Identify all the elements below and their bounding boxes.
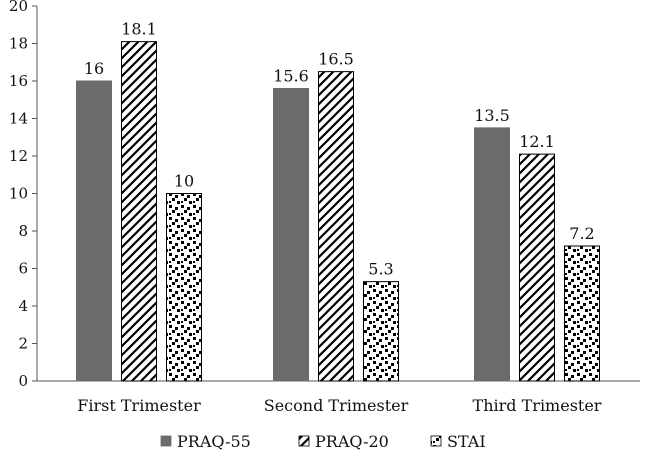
data-label: 16 [84, 59, 104, 78]
data-label: 13.5 [474, 106, 510, 125]
bars: 16 18.1 10 15.6 16.5 5.3 13.5 12.1 7.2 [76, 20, 600, 382]
bar-stai-3 [564, 245, 600, 382]
y-tick-label: 2 [18, 335, 28, 353]
x-category-label: Third Trimester [473, 396, 602, 415]
y-tick-label: 4 [18, 297, 28, 315]
x-category-label: Second Trimester [264, 396, 409, 415]
legend-swatch [160, 435, 172, 447]
y-tick-label: 20 [9, 0, 28, 15]
bar-stai-1 [166, 193, 202, 382]
y-tick-label: 12 [9, 147, 28, 165]
data-label: 15.6 [273, 67, 309, 86]
bar-praq-20-2 [318, 71, 354, 382]
data-label: 12.1 [519, 132, 555, 151]
legend-swatch [298, 435, 310, 447]
legend-label: PRAQ-20 [315, 432, 389, 451]
y-tick-label: 8 [18, 222, 28, 240]
legend-label: PRAQ-55 [177, 432, 251, 451]
legend-swatch [430, 435, 442, 447]
y-tick-label: 0 [18, 372, 28, 390]
legend: PRAQ-55 PRAQ-20 STAI [160, 432, 486, 451]
data-label: 10 [174, 172, 194, 191]
data-label: 16.5 [318, 50, 354, 69]
y-tick-label: 14 [9, 110, 28, 128]
x-category-label: First Trimester [77, 396, 201, 415]
y-tick-label: 6 [18, 260, 28, 278]
bar-praq-55-3 [474, 127, 510, 382]
bar-praq-20-1 [121, 41, 157, 382]
legend-label: STAI [447, 432, 486, 451]
y-tick-label: 18 [9, 35, 28, 53]
data-label: 18.1 [121, 20, 157, 39]
data-label: 5.3 [368, 260, 393, 279]
bar-praq-55-2 [273, 88, 309, 382]
axes: 0 2 4 6 8 10 12 14 16 18 20 First Trimester Second T… [9, 0, 640, 415]
y-tick-label: 10 [9, 185, 28, 203]
data-label: 7.2 [569, 224, 594, 243]
bar-praq-55-1 [76, 80, 112, 382]
bar-stai-2 [363, 281, 399, 382]
bar-praq-20-3 [519, 153, 555, 382]
y-tick-label: 16 [9, 72, 28, 90]
